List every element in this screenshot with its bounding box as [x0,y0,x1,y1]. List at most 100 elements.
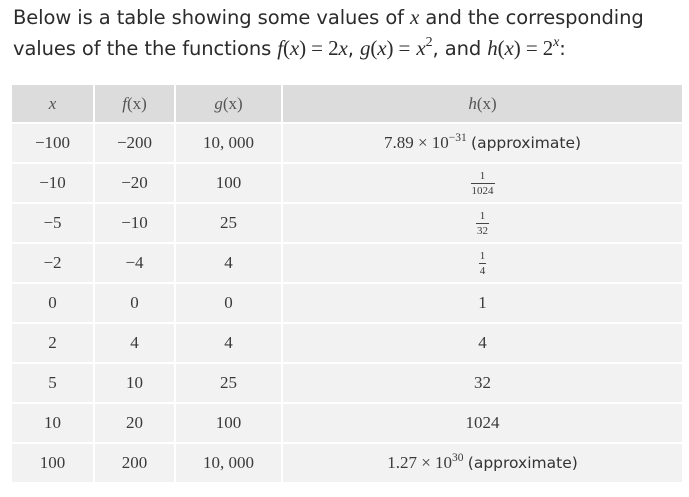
h-def-close: ) = 2 [513,36,554,60]
h-def-open: ( [497,36,505,60]
cell-f: 10 [94,363,176,404]
cell-h-exp: −31 [448,132,467,144]
fraction-numerator: 1 [479,249,486,262]
cell-f: 0 [94,283,176,324]
h-definition: h(x) = 2x [487,35,560,61]
cell-h: 1 1024 [282,163,682,204]
cell-h: 1024 [282,403,682,444]
intro-and-corresponding: and the corresponding [425,6,644,29]
cell-f: −10 [94,203,176,244]
table-header-row: x f(x) g(x) h(x) [12,85,682,124]
header-g-arg: (x) [222,93,243,113]
cell-x: 10 [12,403,95,444]
header-g-fn: g [214,93,223,113]
values-table: x f(x) g(x) h(x) −100 −200 10, 000 7.89 … [12,85,682,484]
f-def-fn: f [277,36,283,60]
cell-f: −200 [94,123,176,164]
header-x-text: x [48,93,57,113]
cell-g: 10, 000 [175,443,283,484]
cell-h: 4 [282,323,682,364]
g-def-exp: 2 [425,35,433,50]
cell-x: 0 [12,283,95,324]
header-h: h(x) [282,85,682,124]
cell-g: 4 [175,243,283,284]
cell-g: 100 [175,403,283,444]
header-f-arg: (x) [126,93,147,113]
cell-x: −2 [12,243,95,284]
table-row: 0 0 0 1 [12,283,682,324]
fraction: 1 1024 [470,169,495,197]
table-row: −100 −200 10, 000 7.89 × 10−31 (approxim… [12,123,682,164]
cell-f: 4 [94,323,176,364]
cell-f: −20 [94,163,176,204]
cell-x: 5 [12,363,95,404]
cell-h-exp: 30 [452,452,464,464]
cell-x: −100 [12,123,95,164]
cell-h: 7.89 × 10−31 (approximate) [282,123,682,164]
fraction-numerator: 1 [479,209,486,222]
cell-h-note: (approximate) [471,134,582,152]
f-def-close: ) = 2 [299,36,339,60]
cell-h: 1.27 × 1030 (approximate) [282,443,682,484]
intro-paragraph: Below is a table showing some values of … [13,2,683,64]
intro-lead-text: Below is a table showing some values of [13,6,404,29]
cell-h: 1 [282,283,682,324]
g-def-open: ( [370,36,378,60]
g-def-x: x [377,36,387,60]
fraction-denominator: 32 [477,224,488,237]
cell-f: 20 [94,403,176,444]
cell-h-base: 7.89 × 10 [383,133,449,152]
f-def-open: ( [283,36,290,60]
cell-f: −4 [94,243,176,284]
cell-x: 100 [12,443,95,484]
f-definition: f(x) = 2x [277,36,348,60]
cell-g: 4 [175,323,283,364]
g-def-close: ) = [386,36,411,60]
table-row: 10 20 100 1024 [12,403,682,444]
table-row: 5 10 25 32 [12,363,682,404]
g-def-fn: g [359,36,371,60]
table-row: 100 200 10, 000 1.27 × 1030 (approximate… [12,443,682,484]
table-row: −10 −20 100 1 1024 [12,163,682,204]
fraction: 1 32 [476,210,489,237]
f-def-x: x [289,36,300,60]
fraction-denominator: 4 [479,264,486,277]
fraction-bar [476,222,489,224]
g-definition: g(x) = x2 [359,35,433,61]
cell-f: 200 [94,443,176,484]
h-def-exp: x [553,35,560,50]
intro-colon: : [559,37,566,60]
cell-x: −5 [12,203,95,244]
cell-g: 25 [175,203,283,244]
cell-g: 0 [175,283,283,324]
cell-h-base: 1.27 × 10 [387,453,453,472]
fraction-bar [478,262,487,264]
header-f: f(x) [94,85,176,124]
intro-comma-and: , and [432,37,482,60]
table-row: −5 −10 25 1 32 [12,203,682,244]
cell-x: 2 [12,323,95,364]
cell-g: 10, 000 [175,123,283,164]
cell-x: −10 [12,163,95,204]
cell-g: 100 [175,163,283,204]
cell-h: 32 [282,363,682,404]
h-def-x: x [504,36,514,60]
header-x: x [12,85,95,124]
header-h-fn: h [468,93,477,113]
fraction-bar [470,182,495,184]
g-def-base: x [416,36,426,60]
intro-line-1: Below is a table showing some values of … [13,2,683,33]
f-def-x2: x [338,36,348,60]
header-f-fn: f [122,93,127,113]
intro-line-2: values of the the functions f(x) = 2x, g… [13,33,683,64]
header-g: g(x) [175,85,283,124]
cell-g: 25 [175,363,283,404]
table-row: 2 4 4 4 [12,323,682,364]
intro-var-x: x [410,5,420,29]
intro-comma-1: , [347,37,354,60]
intro-line2-lead: values of the the functions [13,37,272,60]
fraction-numerator: 1 [479,169,486,182]
